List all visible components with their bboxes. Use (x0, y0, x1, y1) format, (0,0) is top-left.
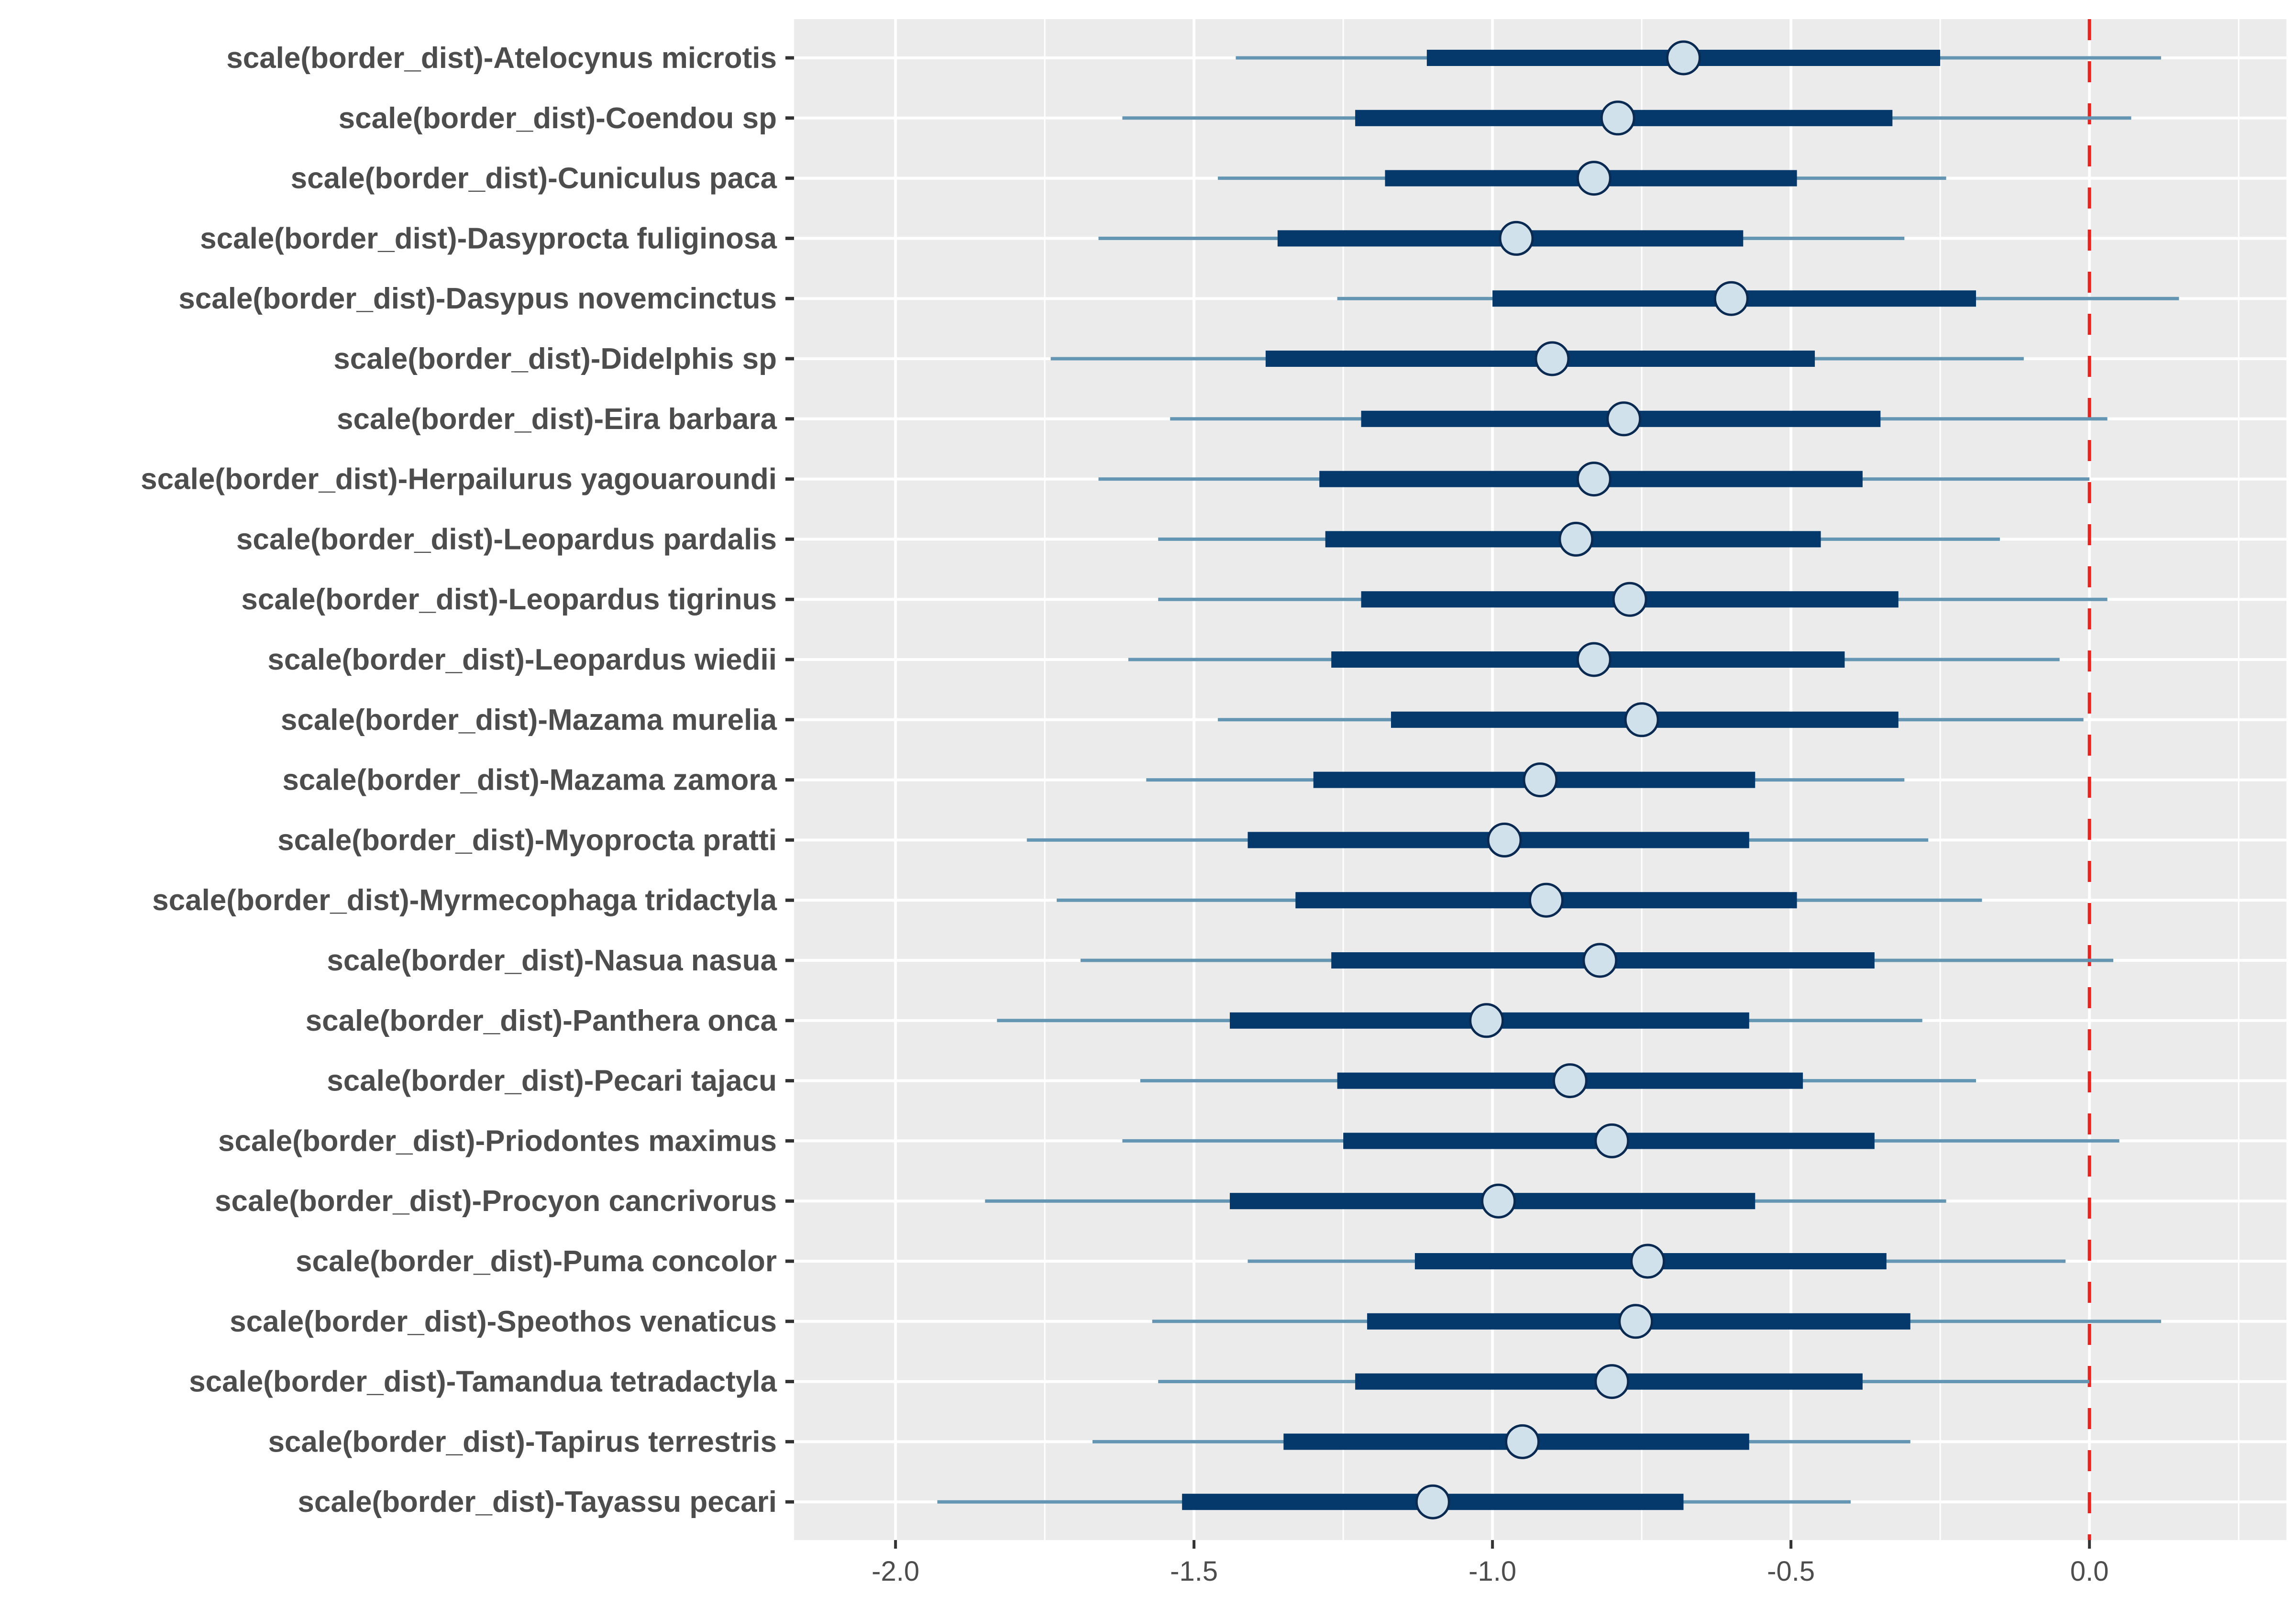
median-point (1624, 702, 1659, 737)
y-tick-label: scale(border_dist)-Procyon cancrivorus (215, 1185, 777, 1218)
median-point (1713, 281, 1749, 316)
y-tick-label: scale(border_dist)-Leopardus tigrinus (241, 583, 777, 616)
y-tick-label: scale(border_dist)-Dasypus novemcinctus (178, 282, 777, 315)
x-tick-label: -0.5 (1767, 1556, 1815, 1587)
median-point (1499, 220, 1534, 256)
median-point (1469, 1003, 1504, 1038)
y-tick-label: scale(border_dist)-Puma concolor (296, 1245, 777, 1278)
x-tick-label: -2.0 (872, 1556, 919, 1587)
y-tick-label: scale(border_dist)-Myoprocta pratti (277, 824, 777, 857)
x-tick-label: 0.0 (2070, 1556, 2109, 1587)
median-point (1505, 1424, 1540, 1459)
y-tick-label: scale(border_dist)-Nasua nasua (327, 944, 777, 977)
y-tick-label: scale(border_dist)-Atelocynus microtis (226, 42, 777, 75)
x-axis: -2.0 -1.5 -1.0 -0.5 0.0 (872, 1540, 2108, 1587)
y-tick-label: scale(border_dist)-Leopardus wiedii (267, 643, 777, 676)
y-tick-label: scale(border_dist)-Leopardus pardalis (236, 523, 777, 556)
median-point (1666, 40, 1701, 76)
y-tick-label: scale(border_dist)-Speothos venaticus (230, 1305, 777, 1338)
median-point (1528, 882, 1564, 918)
median-point (1582, 943, 1618, 978)
median-point (1534, 341, 1570, 376)
median-point (1594, 1364, 1630, 1399)
median-point (1606, 401, 1642, 437)
median-point (1618, 1304, 1654, 1339)
y-tick-label: scale(border_dist)-Pecari tajacu (327, 1065, 777, 1098)
x-tick-label: -1.0 (1468, 1556, 1516, 1587)
median-point (1576, 642, 1612, 677)
median-point (1630, 1244, 1666, 1279)
median-point (1552, 1063, 1588, 1099)
median-point (1523, 762, 1558, 798)
y-tick-label: scale(border_dist)-Eira barbara (337, 403, 777, 436)
y-axis-labels: scale(border_dist)-Atelocynus microtis sc… (141, 42, 794, 1519)
y-tick-label: scale(border_dist)-Mazama zamora (282, 764, 777, 797)
median-point (1487, 822, 1522, 858)
median-point (1558, 521, 1594, 557)
median-point (1576, 161, 1612, 196)
y-tick-label: scale(border_dist)-Priodontes maximus (218, 1124, 777, 1157)
y-tick-label: scale(border_dist)-Cuniculus paca (291, 162, 777, 195)
median-point (1481, 1183, 1516, 1219)
y-tick-label: scale(border_dist)-Tayassu pecari (298, 1486, 777, 1519)
y-tick-label: scale(border_dist)-Mazama murelia (281, 704, 777, 737)
y-tick-label: scale(border_dist)-Tamandua tetradactyla (189, 1365, 777, 1398)
median-point (1594, 1123, 1630, 1158)
y-tick-label: scale(border_dist)-Tapirus terrestris (268, 1425, 777, 1458)
y-tick-label: scale(border_dist)-Myrmecophaga tridacty… (152, 884, 777, 917)
y-tick-label: scale(border_dist)-Coendou sp (339, 102, 777, 135)
median-point (1415, 1484, 1450, 1519)
y-tick-label: scale(border_dist)-Herpailurus yagouarou… (141, 463, 777, 496)
intervals (937, 40, 2179, 1519)
x-tick-label: -1.5 (1170, 1556, 1218, 1587)
y-tick-label: scale(border_dist)-Panthera onca (306, 1004, 777, 1037)
y-tick-label: scale(border_dist)-Dasyprocta fuliginosa (200, 222, 777, 255)
median-point (1600, 100, 1635, 136)
median-point (1576, 462, 1612, 497)
y-tick-label: scale(border_dist)-Didelphis sp (333, 342, 777, 375)
median-point (1612, 582, 1647, 617)
